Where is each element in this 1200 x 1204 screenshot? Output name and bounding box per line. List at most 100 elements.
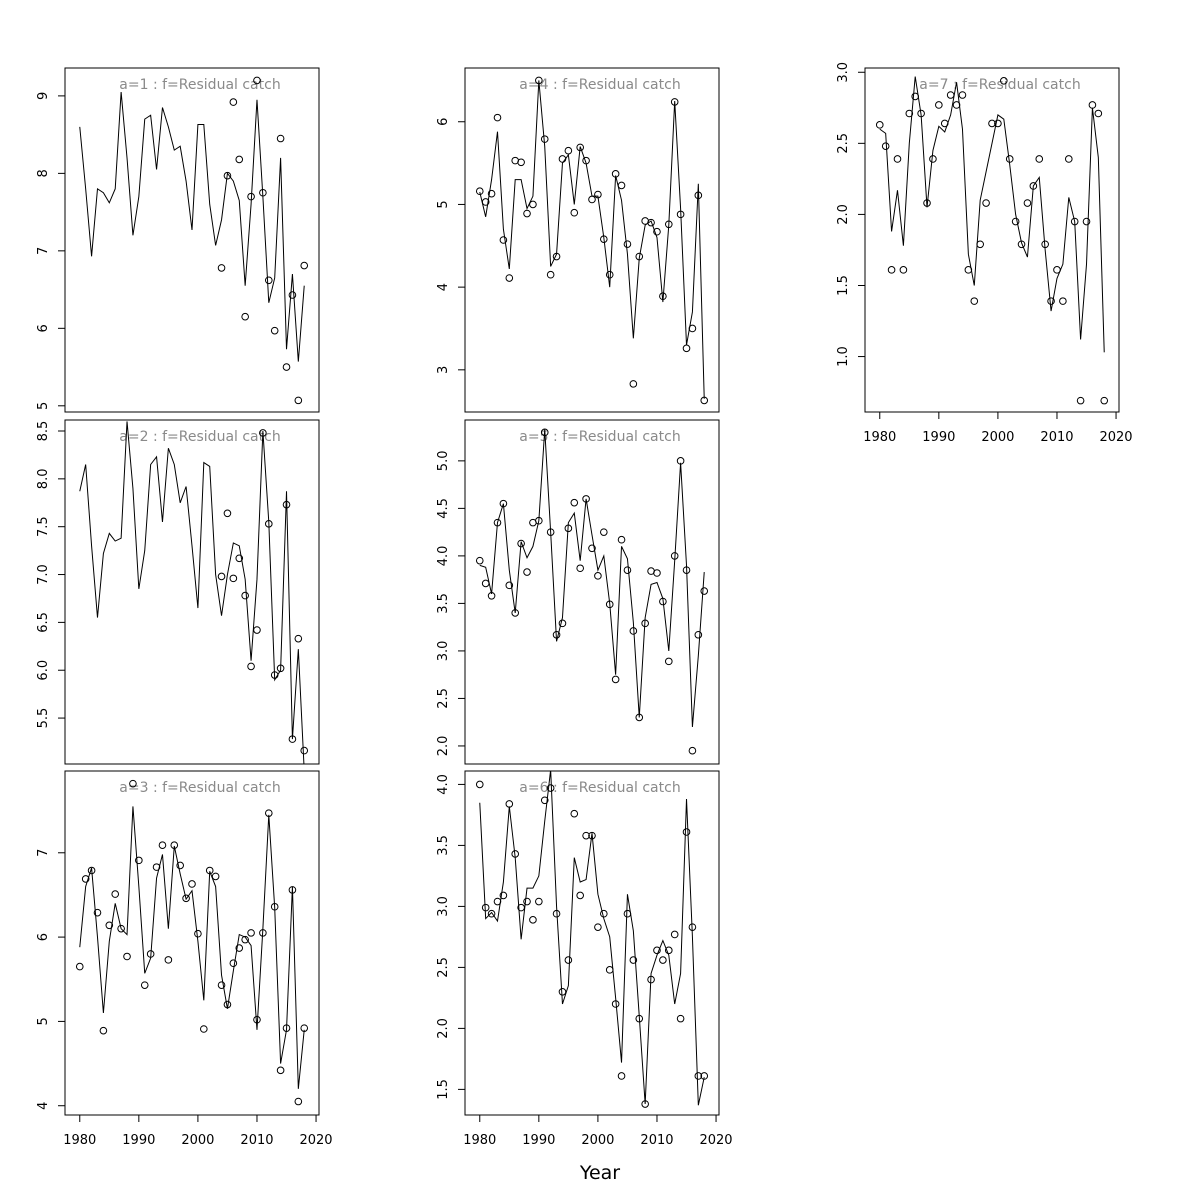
y-tick-label: 6.5 (36, 612, 51, 633)
observed-point (682, 566, 691, 574)
observed-point (694, 191, 703, 200)
observed-point (241, 591, 249, 600)
observed-point (653, 227, 661, 236)
observed-point (994, 119, 1002, 128)
observed-point (223, 1000, 232, 1009)
observed-point (558, 155, 567, 163)
observed-point (1070, 217, 1079, 226)
panel: a=2 : f=Residual catch 5.5 6.0 6.5 7.0 7.5 8.0… (36, 419, 320, 765)
observed-point (600, 235, 608, 243)
observed-point (499, 236, 508, 244)
observed-point (664, 220, 673, 229)
y-tick-label: 4.0 (436, 546, 451, 567)
observed-point (1064, 155, 1073, 163)
observed-point (523, 897, 531, 906)
observed-point (264, 809, 273, 817)
observed-point (235, 155, 244, 164)
observed-point (529, 200, 537, 209)
observed-point (517, 903, 525, 912)
observed-point (576, 564, 584, 573)
observed-point (241, 312, 249, 321)
y-tick-label: 3.0 (436, 896, 451, 917)
observed-point (176, 861, 184, 870)
y-tick-label: 2.0 (836, 204, 851, 225)
observed-point (623, 566, 632, 574)
y-tick-label: 7 (36, 247, 51, 255)
observed-point (664, 946, 673, 955)
panel-title: a=3 : f=Residual catch (119, 780, 280, 796)
panel: a=3 : f=Residual catch 4 5 6 7 1980 1990 2000 20… (36, 770, 333, 1148)
y-tick-label: 4 (36, 1102, 51, 1110)
x-tick-label: 1980 (463, 1133, 496, 1148)
observed-point (1053, 266, 1061, 274)
fitted-line (79, 421, 305, 764)
observed-point (505, 274, 514, 282)
y-tick-label: 7.5 (36, 516, 51, 537)
observed-point (493, 113, 502, 122)
y-tick-label: 5.0 (436, 451, 451, 472)
y-tick-label: 5 (436, 200, 451, 208)
observed-point (1082, 217, 1091, 226)
y-tick-label: 3.5 (436, 593, 451, 614)
observed-point (605, 270, 614, 279)
observed-point (93, 908, 102, 917)
plot-frame (64, 770, 320, 1116)
observed-point (529, 916, 537, 924)
observed-point (540, 428, 549, 437)
observed-point (935, 101, 943, 109)
observed-point (247, 192, 255, 201)
observed-point (982, 199, 990, 207)
observed-point (676, 1014, 685, 1023)
observed-point (617, 1072, 626, 1080)
observed-point (481, 198, 490, 206)
observed-point (300, 261, 309, 270)
observed-point (881, 142, 890, 150)
x-tick-label: 2010 (1040, 430, 1073, 445)
observed-point (546, 784, 555, 792)
observed-point (670, 930, 679, 939)
observed-point (659, 597, 667, 606)
observed-point (1047, 297, 1055, 305)
observed-point (99, 1026, 108, 1035)
x-tick-label: 2000 (581, 1133, 614, 1148)
observed-point (617, 181, 626, 190)
observed-point (253, 76, 261, 85)
observed-point (623, 909, 632, 918)
observed-point (899, 266, 908, 274)
observed-point (300, 1024, 309, 1032)
observed-point (694, 1072, 703, 1080)
observed-point (576, 143, 584, 152)
observed-point (1035, 155, 1044, 163)
observed-point (535, 897, 543, 906)
observed-point (893, 155, 902, 163)
observed-point (929, 155, 937, 163)
y-tick-label: 8.0 (36, 469, 51, 490)
observed-point (940, 119, 949, 128)
observed-point (200, 1025, 208, 1033)
observed-point (87, 866, 96, 875)
observed-point (1005, 155, 1014, 163)
observed-point (75, 962, 84, 971)
observed-point (688, 324, 697, 333)
observed-point (523, 209, 531, 218)
observed-point (259, 929, 267, 937)
observed-point (552, 909, 561, 918)
observed-point (552, 252, 561, 261)
observed-point (223, 509, 232, 518)
x-tick-label: 2000 (181, 1133, 214, 1148)
x-tick-label: 1990 (922, 430, 955, 445)
observed-point (229, 574, 238, 583)
x-tick-label: 2020 (299, 1133, 332, 1148)
observed-point (558, 987, 567, 996)
observed-point (288, 291, 297, 299)
y-tick-label: 2.5 (436, 688, 451, 709)
observed-point (700, 587, 709, 595)
observed-point (1023, 199, 1032, 207)
observed-point (247, 929, 255, 937)
observed-point (582, 831, 590, 840)
y-tick-label: 5 (36, 402, 51, 410)
observed-point (511, 609, 520, 617)
plot-frame (64, 67, 320, 413)
y-tick-label: 8.5 (36, 421, 51, 442)
